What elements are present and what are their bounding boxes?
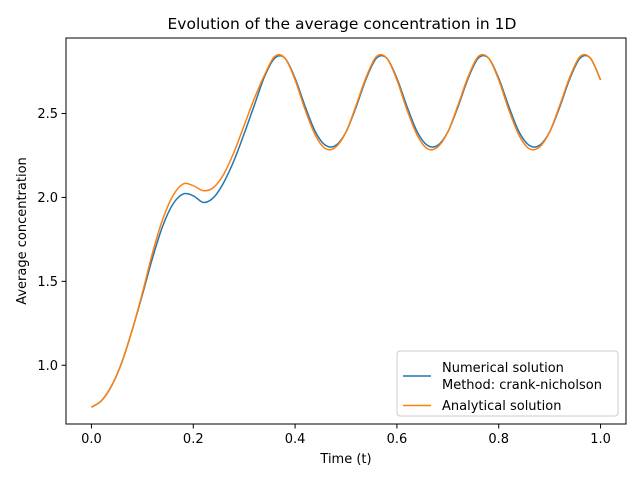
chart-title: Evolution of the average concentration i…	[168, 15, 517, 33]
x-axis: 0.0 0.2 0.4 0.6 0.8 1.0	[81, 424, 611, 447]
x-tick-label: 0.2	[183, 432, 204, 447]
legend-label-0: Numerical solution	[442, 361, 564, 376]
legend-label-1: Analytical solution	[442, 399, 561, 414]
legend-box	[396, 350, 619, 417]
x-tick-label: 0.6	[387, 432, 408, 447]
x-axis-label: Time (t)	[319, 452, 371, 467]
x-tick-label: 1.0	[590, 432, 611, 447]
y-axis-label: Average concentration	[15, 157, 30, 305]
y-tick-label: 1.5	[37, 275, 58, 290]
x-tick-label: 0.4	[285, 432, 306, 447]
legend: Numerical solution Method: crank-nicholso…	[396, 350, 619, 417]
y-axis: 1.0 1.5 2.0 2.5	[37, 107, 66, 374]
plot-area-frame	[65, 37, 627, 425]
x-tick-label: 0.8	[488, 432, 509, 447]
y-tick-label: 1.0	[37, 359, 58, 374]
series-line-1	[91, 53, 602, 408]
x-tick-label: 0.0	[81, 432, 102, 447]
series-layer	[91, 53, 602, 408]
y-tick-label: 2.5	[37, 107, 58, 122]
y-tick-label: 2.0	[37, 191, 58, 206]
legend-label-0: Method: crank-nicholson	[442, 378, 602, 393]
